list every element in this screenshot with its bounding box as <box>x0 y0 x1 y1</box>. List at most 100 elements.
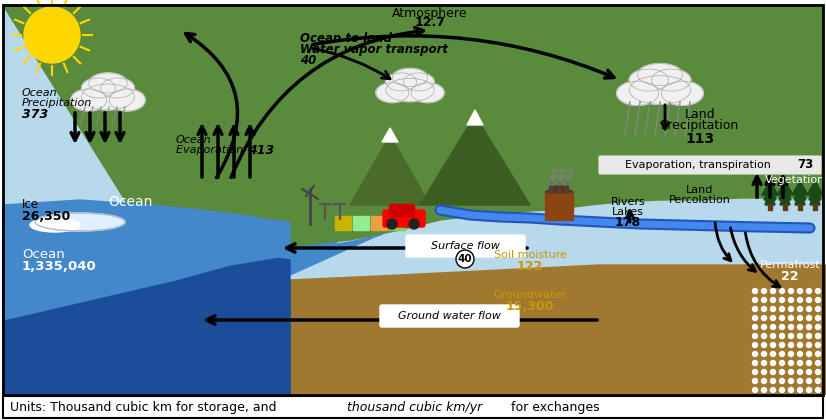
Circle shape <box>815 360 820 365</box>
Polygon shape <box>3 225 390 275</box>
Ellipse shape <box>392 68 428 87</box>
Circle shape <box>762 360 767 365</box>
Circle shape <box>789 360 794 365</box>
FancyBboxPatch shape <box>390 205 415 216</box>
Circle shape <box>797 342 803 347</box>
Text: Ocean: Ocean <box>22 88 58 98</box>
Circle shape <box>815 378 820 383</box>
Circle shape <box>762 289 767 294</box>
Text: for exchanges: for exchanges <box>507 402 600 415</box>
Circle shape <box>752 315 757 320</box>
Text: Vegetation: Vegetation <box>765 175 825 185</box>
Ellipse shape <box>548 181 554 185</box>
Circle shape <box>780 333 785 339</box>
Circle shape <box>797 378 803 383</box>
Bar <box>3 396 823 418</box>
Text: Land: Land <box>685 108 715 121</box>
Text: Percolation: Percolation <box>669 195 731 205</box>
Text: Precipitation: Precipitation <box>22 98 93 108</box>
Circle shape <box>771 289 776 294</box>
Circle shape <box>762 333 767 339</box>
Bar <box>389 216 405 230</box>
Polygon shape <box>810 187 820 205</box>
Text: Ocean: Ocean <box>176 135 211 145</box>
Circle shape <box>789 342 794 347</box>
Circle shape <box>789 307 794 312</box>
Circle shape <box>762 370 767 375</box>
Text: 113: 113 <box>686 132 714 146</box>
Text: Water vapor transport: Water vapor transport <box>300 42 448 55</box>
Bar <box>335 216 351 230</box>
Circle shape <box>780 388 785 393</box>
Text: 373: 373 <box>22 108 48 121</box>
Circle shape <box>806 342 811 347</box>
Circle shape <box>780 370 785 375</box>
Ellipse shape <box>638 63 682 86</box>
Text: Surface flow: Surface flow <box>430 241 500 251</box>
Bar <box>0 395 826 420</box>
Circle shape <box>815 333 820 339</box>
Circle shape <box>752 378 757 383</box>
Circle shape <box>815 325 820 330</box>
Circle shape <box>797 370 803 375</box>
Circle shape <box>797 352 803 357</box>
Circle shape <box>806 352 811 357</box>
Text: 1,335,040: 1,335,040 <box>22 260 97 273</box>
Text: 12.7: 12.7 <box>415 16 445 29</box>
Circle shape <box>797 388 803 393</box>
Circle shape <box>806 378 811 383</box>
Circle shape <box>752 388 757 393</box>
Ellipse shape <box>101 78 135 98</box>
Circle shape <box>456 250 474 268</box>
Circle shape <box>797 289 803 294</box>
Text: Units: Thousand cubic km for storage, and: Units: Thousand cubic km for storage, an… <box>10 402 281 415</box>
Ellipse shape <box>411 83 444 102</box>
Circle shape <box>771 325 776 330</box>
Text: 22: 22 <box>781 270 799 284</box>
Circle shape <box>752 297 757 302</box>
Bar <box>371 216 387 230</box>
Circle shape <box>752 289 757 294</box>
Circle shape <box>789 297 794 302</box>
Circle shape <box>789 289 794 294</box>
Text: Lakes: Lakes <box>612 207 644 217</box>
Polygon shape <box>290 265 826 395</box>
Ellipse shape <box>386 73 416 91</box>
Circle shape <box>771 352 776 357</box>
Circle shape <box>806 325 811 330</box>
Text: Ground water flow: Ground water flow <box>397 311 501 321</box>
Bar <box>813 204 817 210</box>
Circle shape <box>806 307 811 312</box>
Text: Evaporation: Evaporation <box>176 145 247 155</box>
Polygon shape <box>467 110 483 125</box>
Polygon shape <box>762 181 778 195</box>
Circle shape <box>762 388 767 393</box>
Circle shape <box>780 289 785 294</box>
Text: Ocean: Ocean <box>108 195 152 209</box>
Polygon shape <box>3 5 823 280</box>
Polygon shape <box>764 184 776 200</box>
Ellipse shape <box>71 89 107 111</box>
Circle shape <box>797 297 803 302</box>
Polygon shape <box>420 115 530 205</box>
Text: Evaporation, transpiration: Evaporation, transpiration <box>625 160 775 170</box>
Text: 26,350: 26,350 <box>22 210 70 223</box>
Ellipse shape <box>550 175 556 179</box>
Text: Ocean to land: Ocean to land <box>300 32 392 45</box>
FancyBboxPatch shape <box>383 210 425 227</box>
Circle shape <box>806 360 811 365</box>
Ellipse shape <box>616 81 658 105</box>
Circle shape <box>752 352 757 357</box>
Circle shape <box>409 219 419 229</box>
Circle shape <box>797 325 803 330</box>
Text: Groundwater: Groundwater <box>493 290 567 300</box>
FancyBboxPatch shape <box>406 235 525 257</box>
Circle shape <box>762 307 767 312</box>
Circle shape <box>771 333 776 339</box>
Circle shape <box>752 370 757 375</box>
Polygon shape <box>807 181 823 195</box>
Text: 15,300: 15,300 <box>506 299 554 312</box>
Polygon shape <box>777 181 793 195</box>
Polygon shape <box>3 230 290 395</box>
Ellipse shape <box>566 175 572 179</box>
